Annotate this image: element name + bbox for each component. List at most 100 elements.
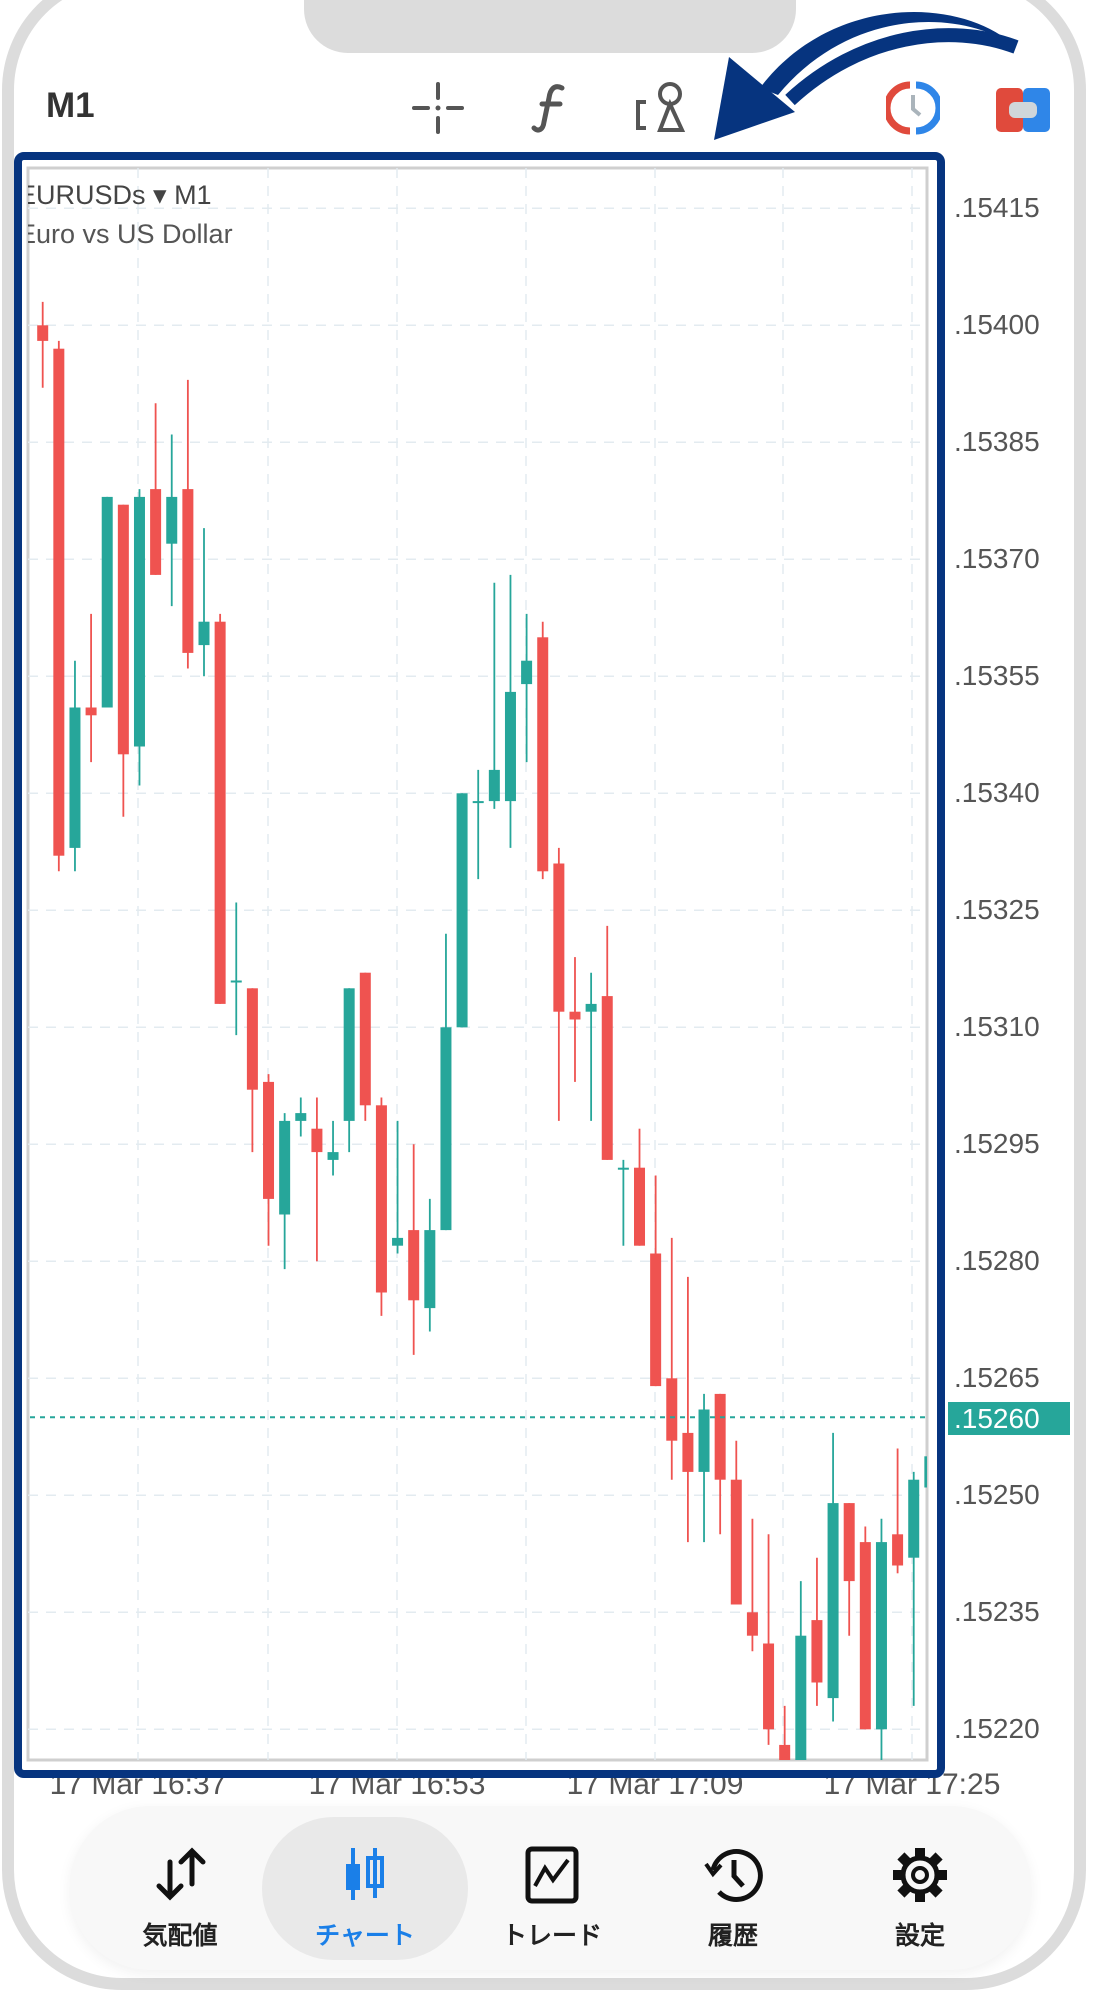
candle — [730, 1440, 742, 1605]
nav-quotes-label: 気配値 — [142, 1922, 218, 1950]
candle-body — [424, 1230, 436, 1309]
candle — [843, 1503, 855, 1636]
toggle-icon[interactable] — [996, 88, 1050, 132]
candle-body — [230, 980, 242, 983]
price-tick-label: .15385 — [954, 426, 1040, 458]
timeframe-button[interactable]: M1 — [46, 86, 95, 125]
nav-trade[interactable]: トレード — [457, 1806, 647, 1970]
candle-body — [359, 972, 371, 1106]
candle — [166, 434, 178, 607]
candle — [101, 496, 113, 708]
candle-body — [746, 1612, 758, 1636]
nav-settings-label: 設定 — [894, 1922, 945, 1950]
candle — [182, 379, 194, 669]
candle-body — [617, 1167, 629, 1170]
candle — [924, 1456, 927, 1488]
nav-quotes[interactable]: 気配値 — [85, 1806, 275, 1970]
candle-body — [714, 1393, 726, 1480]
candle-body — [392, 1237, 404, 1246]
clock-icon[interactable] — [886, 81, 940, 135]
candle-body — [795, 1635, 807, 1760]
nav-history[interactable]: 履歴 — [638, 1806, 828, 1970]
candle — [553, 847, 565, 1121]
candle-body — [650, 1253, 662, 1387]
current-price-label: .15260 — [948, 1402, 1070, 1435]
candle — [408, 1144, 420, 1355]
candle — [779, 1705, 791, 1760]
candle-body — [69, 707, 81, 848]
candle-body — [827, 1503, 839, 1699]
price-tick-label: .15280 — [954, 1245, 1040, 1277]
candle-body — [892, 1534, 904, 1566]
candle — [343, 988, 355, 1153]
candle-body — [843, 1503, 855, 1582]
price-tick-label: .15250 — [954, 1479, 1040, 1511]
price-tick-label: .15295 — [954, 1128, 1040, 1160]
candle-body — [779, 1744, 791, 1760]
candle — [37, 301, 49, 388]
candle — [214, 613, 226, 1004]
candle — [537, 621, 549, 880]
candle — [859, 1526, 871, 1730]
candle-body — [553, 863, 565, 1012]
candle — [617, 1159, 629, 1246]
candle-body — [811, 1620, 823, 1683]
candle-body — [182, 489, 194, 653]
candle-body — [214, 621, 226, 1004]
candle — [85, 613, 97, 763]
candle — [69, 660, 81, 872]
candle — [440, 933, 452, 1231]
candle-body — [311, 1128, 323, 1153]
candle — [311, 1097, 323, 1262]
candle — [279, 1113, 291, 1270]
price-tick-label: .15325 — [954, 894, 1040, 926]
candle — [327, 1120, 339, 1176]
trade-chart-icon — [525, 1846, 579, 1904]
function-icon[interactable] — [530, 82, 570, 134]
candle-body — [85, 707, 97, 716]
candles-icon — [346, 1848, 384, 1900]
candle — [521, 613, 533, 763]
candle — [53, 340, 65, 872]
candle-body — [666, 1378, 678, 1441]
crosshair-icon[interactable] — [410, 80, 466, 136]
price-tick-label: .15235 — [954, 1596, 1040, 1628]
candle-body — [569, 1011, 581, 1020]
candle-body — [279, 1120, 291, 1215]
nav-history-label: 履歴 — [707, 1922, 758, 1950]
candle-body — [246, 988, 258, 1090]
objects-icon[interactable] — [634, 80, 690, 136]
nav-trade-label: トレード — [501, 1922, 602, 1950]
symbol-info: EURUSDs ▾ M1 Euro vs US Dollar — [28, 168, 428, 268]
history-icon — [704, 1848, 763, 1902]
candle — [634, 1128, 646, 1246]
price-tick-label: .15370 — [954, 543, 1040, 575]
price-tick-label: .15415 — [954, 192, 1040, 224]
gear-icon — [893, 1848, 947, 1902]
candle — [875, 1518, 887, 1760]
candle-body — [472, 801, 484, 804]
price-tick-label: .15355 — [954, 660, 1040, 692]
candle-body — [601, 996, 613, 1160]
candle — [746, 1518, 758, 1652]
candle-body — [875, 1542, 887, 1730]
nav-chart[interactable]: チャート — [262, 1817, 468, 1960]
symbol-title[interactable]: EURUSDs ▾ M1 — [28, 180, 212, 210]
candle — [666, 1237, 678, 1480]
highlight-box — [14, 152, 945, 1778]
nav-settings[interactable]: 設定 — [825, 1806, 1015, 1970]
candle-body — [166, 496, 178, 544]
candle-body — [198, 621, 210, 646]
candle-body — [585, 1003, 597, 1012]
candle-body — [37, 325, 49, 341]
candle-body — [133, 496, 145, 747]
candle — [682, 1276, 694, 1543]
candle — [392, 1120, 404, 1254]
candle-body — [908, 1479, 920, 1558]
candle-body — [375, 1105, 387, 1293]
candle — [133, 489, 145, 786]
candle — [504, 574, 516, 848]
symbol-description: Euro vs US Dollar — [28, 219, 233, 249]
candle-body — [343, 988, 355, 1121]
